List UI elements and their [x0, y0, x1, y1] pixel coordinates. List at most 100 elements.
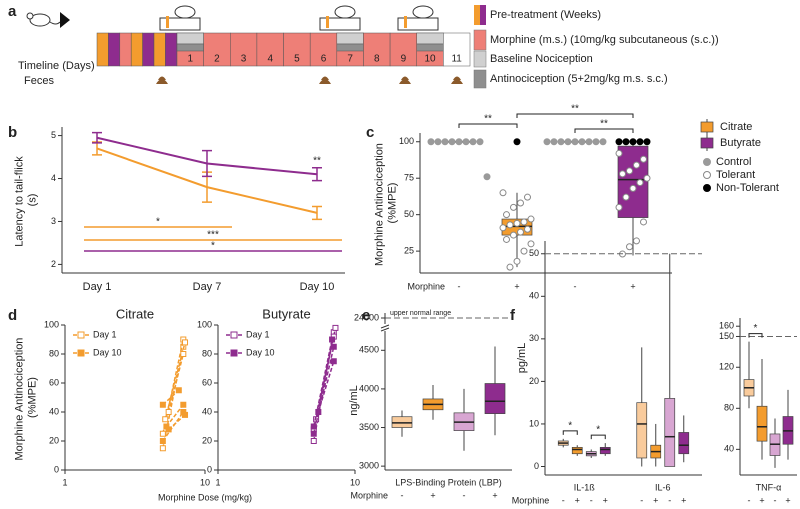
morphine-sign: - — [668, 495, 671, 505]
day-cell — [283, 32, 311, 67]
y-tick-label: 60 — [49, 377, 59, 387]
y-tick-label: 150 — [719, 331, 734, 341]
point — [330, 343, 337, 350]
y-tick-label: 40 — [202, 406, 212, 416]
feces-label: Feces — [24, 75, 54, 87]
box — [678, 432, 690, 455]
point — [571, 138, 579, 146]
baseline-cell — [176, 32, 204, 45]
day-cell — [443, 32, 471, 67]
morphine-sign: + — [630, 281, 635, 291]
significance-label: * — [156, 217, 160, 228]
point — [330, 358, 337, 365]
legend-label: Day 10 — [93, 347, 122, 357]
dose-response-line — [315, 336, 335, 420]
point — [520, 247, 528, 255]
pretreatment-cell — [96, 32, 109, 67]
day-label: 2 — [214, 54, 220, 65]
x-tick-label: IL-6 — [655, 482, 671, 492]
morphine-sign: + — [759, 495, 764, 505]
x-tick-label: 10 — [350, 477, 360, 487]
point — [513, 257, 521, 265]
point — [499, 189, 507, 197]
y-tick-label: 4 — [51, 173, 56, 183]
point — [585, 138, 593, 146]
y-tick-label: 10 — [529, 418, 539, 428]
y-tick-label: 4500 — [359, 345, 379, 355]
annotation: ** — [313, 155, 321, 166]
point — [513, 138, 521, 146]
morphine-sign: - — [562, 495, 565, 505]
point — [578, 138, 586, 146]
antinociception-cell — [416, 43, 444, 52]
y-tick-label: 4000 — [359, 383, 379, 393]
point — [483, 173, 491, 181]
pretreatment-cell — [119, 32, 132, 67]
point — [332, 324, 339, 331]
y-tick-label: 0 — [534, 461, 539, 471]
point — [180, 351, 187, 357]
apparatus — [159, 17, 201, 31]
x-tick-label: TNF-α — [756, 482, 782, 492]
heat-source — [404, 16, 407, 28]
legend-label: Citrate — [720, 121, 752, 133]
mouse-body — [174, 5, 196, 19]
point — [448, 138, 456, 146]
timeline-label: Timeline (Days) — [18, 60, 95, 72]
point — [543, 138, 551, 146]
x-tick-label: Day 10 — [300, 281, 335, 293]
pretreatment-cell — [108, 32, 121, 67]
day-label: 10 — [424, 54, 436, 65]
point — [310, 423, 317, 430]
significance-label: * — [211, 241, 215, 252]
point — [517, 199, 524, 207]
point — [636, 179, 644, 187]
point — [636, 138, 644, 146]
morphine-sign: + — [492, 490, 497, 500]
significance-bracket — [562, 430, 578, 435]
error-bar — [92, 141, 102, 156]
box — [664, 398, 676, 467]
pretreatment-cell — [130, 32, 143, 67]
point — [622, 138, 630, 146]
y-tick-label: 24000 — [354, 312, 379, 322]
point — [557, 138, 565, 146]
y-tick-label: 3000 — [359, 461, 379, 471]
error-bar — [202, 149, 212, 178]
y-tick-label: 80 — [49, 348, 59, 358]
significance-label: *** — [207, 230, 219, 241]
mouse-body — [412, 5, 434, 19]
morphine-sign: + — [653, 495, 658, 505]
y-tick-label: 0 — [207, 464, 212, 474]
point — [162, 416, 169, 423]
y-tick-label: 100 — [399, 136, 414, 146]
significance-label: ** — [571, 104, 579, 115]
reference-label: upper normal range — [390, 310, 451, 317]
morphine-sign: + — [514, 281, 519, 291]
x-tick-label: 10 — [200, 477, 210, 487]
morphine-sign: + — [681, 495, 686, 505]
mouse-ear — [26, 12, 34, 20]
point — [520, 218, 528, 226]
box — [599, 446, 611, 455]
legend-label: Tolerant — [716, 169, 755, 181]
significance-bracket — [458, 123, 518, 128]
legend-marker — [77, 331, 85, 339]
y-tick-label: 120 — [719, 362, 734, 372]
mouse-body — [334, 5, 356, 19]
point — [455, 138, 463, 146]
day-label: 3 — [241, 54, 247, 65]
y-tick-label: 20 — [529, 376, 539, 386]
baseline-cell — [416, 32, 444, 45]
apparatus — [319, 17, 361, 31]
legend-label: Antinociception (5+2mg/kg m.s. s.c.) — [490, 73, 668, 85]
day-label: 5 — [294, 54, 300, 65]
point — [615, 149, 623, 157]
point — [524, 193, 531, 201]
antinociception-cell — [176, 43, 204, 52]
y-tick-label: 3500 — [359, 422, 379, 432]
legend-swatch — [473, 29, 487, 51]
point — [506, 263, 514, 271]
significance-bracket — [590, 434, 606, 440]
x-tick-label: 1 — [215, 477, 220, 487]
